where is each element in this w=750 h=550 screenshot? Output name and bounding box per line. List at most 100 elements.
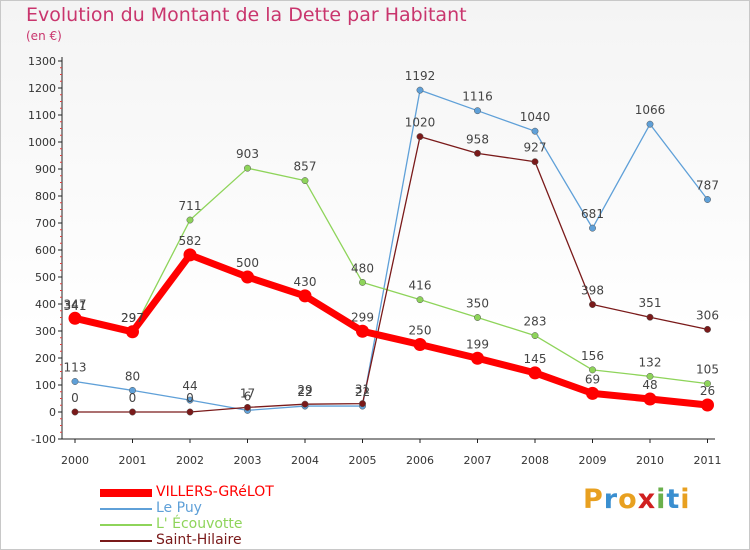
data-label: 927 xyxy=(524,141,547,155)
series-line-0 xyxy=(71,251,711,409)
data-label: 1040 xyxy=(520,110,551,124)
data-point xyxy=(129,386,136,394)
data-label: 480 xyxy=(351,261,374,275)
data-label: 113 xyxy=(64,360,87,374)
legend-item: L' Écouvotte xyxy=(100,516,350,533)
y-tick-label: 400 xyxy=(35,298,56,311)
data-label: 31 xyxy=(355,383,370,397)
y-tick-label: 600 xyxy=(35,244,56,257)
data-label: 297 xyxy=(121,311,144,325)
y-tick-label: 700 xyxy=(35,217,56,230)
data-label: 80 xyxy=(125,369,140,383)
logo-letter: P xyxy=(583,484,604,515)
data-label: 903 xyxy=(236,147,259,161)
data-point xyxy=(301,177,309,185)
logo-letter: o xyxy=(618,484,638,515)
data-label: 1192 xyxy=(405,69,436,83)
data-point xyxy=(531,158,539,166)
data-label: 306 xyxy=(696,308,719,322)
data-label: 48 xyxy=(642,378,657,392)
data-point xyxy=(71,408,79,416)
data-point xyxy=(416,86,424,94)
data-point xyxy=(701,398,714,412)
data-point xyxy=(531,127,539,135)
data-label: 341 xyxy=(64,299,87,313)
x-tick-label: 2003 xyxy=(234,454,262,467)
legend-label: VILLERS-GRéLOT xyxy=(156,484,274,500)
data-label: 0 xyxy=(71,391,79,405)
data-point xyxy=(71,378,79,385)
data-label: 347 xyxy=(64,297,87,311)
data-point xyxy=(528,366,542,380)
y-tick-label: 1100 xyxy=(28,109,56,122)
x-tick-label: 2004 xyxy=(291,454,319,467)
legend-swatch xyxy=(100,540,152,542)
x-tick-label: 2000 xyxy=(61,454,89,467)
data-label: 6 xyxy=(244,389,252,403)
y-tick-label: 800 xyxy=(35,190,56,203)
data-point xyxy=(359,278,366,286)
data-point xyxy=(241,270,254,284)
data-point xyxy=(589,366,596,374)
data-label: 582 xyxy=(179,234,202,248)
data-label: 787 xyxy=(696,179,719,193)
legend-item: Saint-Hilaire xyxy=(100,532,350,549)
data-label: 958 xyxy=(466,132,489,146)
y-tick-label: 0 xyxy=(49,406,56,419)
data-point xyxy=(126,325,139,339)
data-point xyxy=(68,311,82,325)
data-label: 26 xyxy=(700,384,715,398)
data-point xyxy=(183,248,197,262)
data-point xyxy=(359,400,366,408)
data-label: 711 xyxy=(179,199,202,213)
y-tick-label: 1000 xyxy=(28,136,56,149)
data-label: 0 xyxy=(186,391,194,405)
data-label: 297 xyxy=(121,311,144,325)
series-lines xyxy=(71,89,711,413)
x-tick-label: 2002 xyxy=(176,454,204,467)
data-point xyxy=(589,301,596,308)
data-point xyxy=(186,408,194,416)
x-tick-label: 2005 xyxy=(349,454,377,467)
data-point xyxy=(471,351,484,365)
logo-letter: x xyxy=(637,484,657,515)
legend-swatch xyxy=(100,489,152,497)
data-point xyxy=(646,120,654,128)
data-label: 44 xyxy=(182,379,197,393)
logo-letter: i xyxy=(656,484,667,515)
data-point xyxy=(186,216,194,224)
y-tick-label: 300 xyxy=(35,325,56,338)
data-label: 0 xyxy=(129,391,137,405)
x-tick-label: 2009 xyxy=(579,454,607,467)
data-label: 22 xyxy=(297,385,312,399)
data-label: 250 xyxy=(409,324,432,338)
data-label: 299 xyxy=(351,310,374,324)
data-point xyxy=(186,396,194,404)
chart-subtitle: (en €) xyxy=(26,29,62,43)
data-label: 156 xyxy=(581,349,604,363)
data-point xyxy=(589,224,596,232)
data-label: 398 xyxy=(581,284,604,298)
data-label: 199 xyxy=(466,337,489,351)
data-label: 22 xyxy=(355,385,370,399)
data-label: 105 xyxy=(696,363,719,377)
data-label: 1020 xyxy=(405,116,436,130)
x-tick-label: 2011 xyxy=(694,454,722,467)
y-tick-label: 1200 xyxy=(28,82,56,95)
series-line-3 xyxy=(74,135,709,413)
data-label: 500 xyxy=(236,256,259,270)
data-point xyxy=(416,133,424,141)
data-point xyxy=(356,324,369,338)
data-point xyxy=(298,289,312,303)
data-label: 145 xyxy=(524,352,547,366)
logo-letter: r xyxy=(603,484,619,515)
data-label: 29 xyxy=(297,383,312,397)
data-label: 283 xyxy=(524,315,547,329)
data-label: 17 xyxy=(240,386,255,400)
data-label: 350 xyxy=(466,297,489,311)
logo-letter: i xyxy=(680,484,691,515)
data-point xyxy=(531,332,539,340)
point-labels: 347 297 582 500 430 299 250 199 145 69 48 26 113 80 44… xyxy=(64,69,719,405)
legend-swatch xyxy=(100,524,152,526)
